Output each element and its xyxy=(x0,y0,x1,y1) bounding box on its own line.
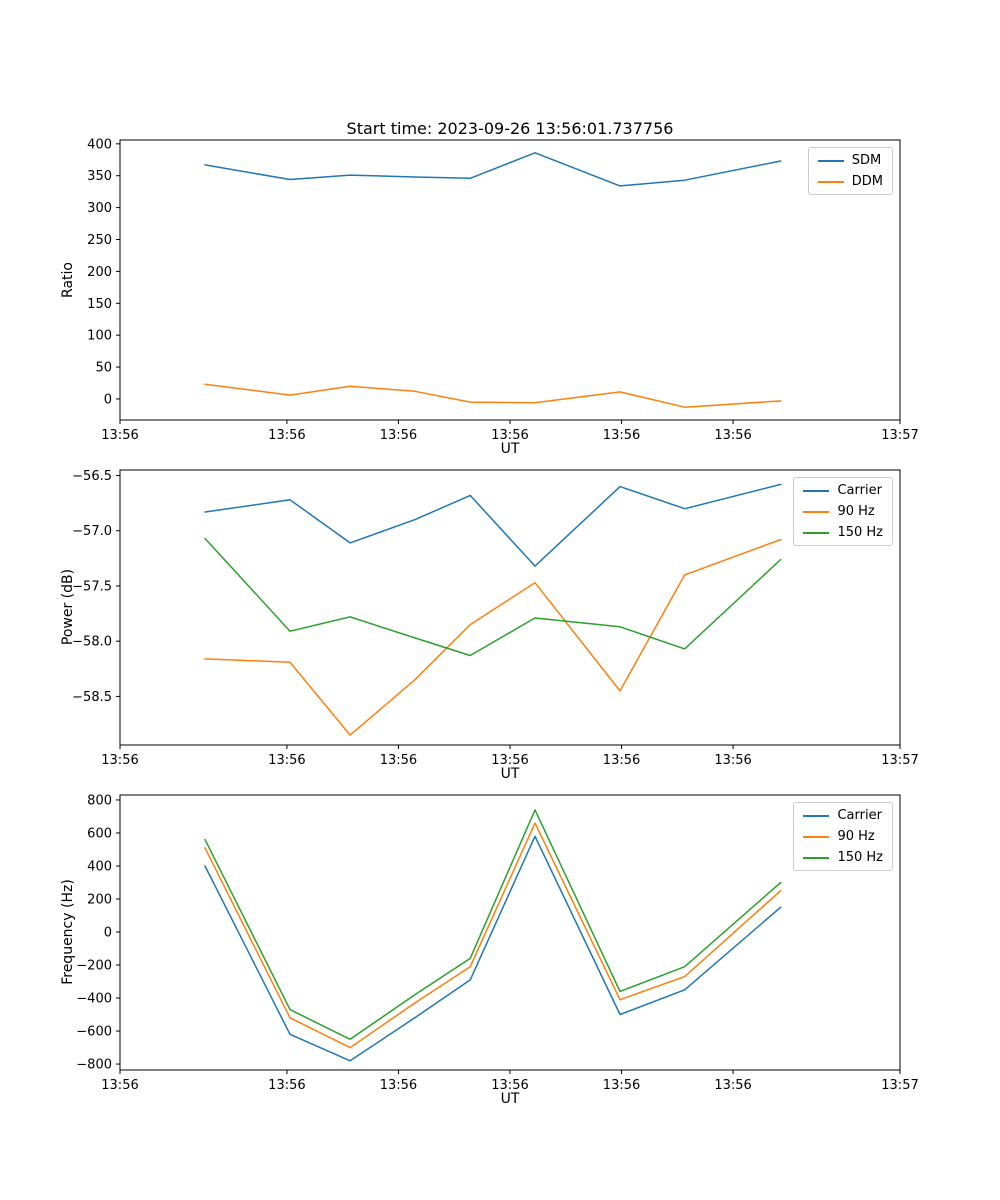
legend-label: DDM xyxy=(851,174,883,189)
x-tick-label: 13:56 xyxy=(268,753,305,768)
figure-title: Start time: 2023-09-26 13:56:01.737756 xyxy=(346,119,674,138)
legend-line-ddm xyxy=(817,180,844,183)
legend-line-sdm xyxy=(817,159,844,162)
x-tick-label: 13:56 xyxy=(491,753,528,768)
legend-line-150hz xyxy=(803,531,830,534)
x-tick-label: 13:56 xyxy=(101,753,138,768)
x-axis-label-ut-1: UT xyxy=(500,441,520,457)
x-tick-label: 13:56 xyxy=(380,428,417,443)
y-axis-label-frequency: Frequency (Hz) xyxy=(60,879,76,985)
legend-label: 150 Hz xyxy=(837,525,883,540)
y-tick-label: −400 xyxy=(76,992,112,1007)
legend-label: 90 Hz xyxy=(837,504,875,519)
y-axis-label-power: Power (dB) xyxy=(60,568,76,646)
plot-frame xyxy=(119,139,901,421)
y-tick-label: 50 xyxy=(95,361,112,376)
y-tick-label: −58.5 xyxy=(72,690,112,705)
y-tick-label: 0 xyxy=(104,926,112,941)
y-tick-label: 0 xyxy=(104,392,112,407)
x-tick-label: 13:56 xyxy=(491,1078,528,1093)
legend-label: 90 Hz xyxy=(837,829,875,844)
x-tick-label: 13:56 xyxy=(101,1078,138,1093)
legend-entry: Carrier xyxy=(803,808,883,823)
x-tick-label: 13:56 xyxy=(268,1078,305,1093)
x-axis-label-ut-3: UT xyxy=(500,1091,520,1107)
y-tick-label: 350 xyxy=(87,169,112,184)
x-tick-label: 13:56 xyxy=(714,428,751,443)
series-line-sdm xyxy=(204,152,782,187)
plot-2: −58.5 −58.0 −57.5 −57.0 −56.5 13:56 13:56 13:56… xyxy=(72,469,919,768)
legend-entry: Carrier xyxy=(803,483,883,498)
x-tick-label: 13:56 xyxy=(603,428,640,443)
legend-plot-3: Carrier 90 Hz 150 Hz xyxy=(793,802,893,871)
x-tick-label: 13:56 xyxy=(101,428,138,443)
series-line-ddm xyxy=(204,383,782,408)
legend-label: 150 Hz xyxy=(837,850,883,865)
series-line-90-hz xyxy=(204,538,782,736)
x-tick-label: 13:56 xyxy=(714,753,751,768)
x-tick-label: 13:56 xyxy=(603,753,640,768)
x-tick-label: 13:57 xyxy=(881,753,918,768)
legend-plot-2: Carrier 90 Hz 150 Hz xyxy=(793,477,893,546)
x-tick-label: 13:56 xyxy=(380,753,417,768)
x-axis-label-ut-2: UT xyxy=(500,766,520,782)
legend-plot-1: SDM DDM xyxy=(807,147,893,195)
legend-line-carrier xyxy=(803,814,830,817)
y-tick-label: −200 xyxy=(76,959,112,974)
legend-label: Carrier xyxy=(837,483,882,498)
legend-line-carrier xyxy=(803,489,830,492)
legend-entry: SDM xyxy=(817,153,883,168)
y-tick-label: 400 xyxy=(87,137,112,152)
x-tick-label: 13:56 xyxy=(714,1078,751,1093)
y-tick-label: 300 xyxy=(87,201,112,216)
legend-entry: DDM xyxy=(817,174,883,189)
series-line-carrier xyxy=(204,483,782,567)
plot-frame xyxy=(119,794,901,1071)
y-tick-label: −57.5 xyxy=(72,579,112,594)
x-tick-label: 13:56 xyxy=(603,1078,640,1093)
y-tick-label: −57.0 xyxy=(72,524,112,539)
y-tick-label: 200 xyxy=(87,265,112,280)
legend-label: Carrier xyxy=(837,808,882,823)
y-tick-label: 250 xyxy=(87,233,112,248)
legend-entry: 150 Hz xyxy=(803,525,883,540)
plot-frame xyxy=(119,469,901,746)
legend-line-90hz xyxy=(803,510,830,513)
y-tick-label: −800 xyxy=(76,1058,112,1073)
y-tick-label: 200 xyxy=(87,892,112,907)
plot-1: 0 50 100 150 200 250 300 350 400 13:56 13:56 13:56 1… xyxy=(87,137,919,443)
legend-line-90hz xyxy=(803,835,830,838)
y-tick-label: 800 xyxy=(87,793,112,808)
x-tick-label: 13:56 xyxy=(268,428,305,443)
y-tick-label: 400 xyxy=(87,859,112,874)
y-tick-label: 600 xyxy=(87,826,112,841)
legend-label: SDM xyxy=(851,153,882,168)
y-tick-label: −600 xyxy=(76,1025,112,1040)
legend-entry: 90 Hz xyxy=(803,504,883,519)
y-axis-label-ratio: Ratio xyxy=(60,262,76,298)
x-tick-label: 13:56 xyxy=(491,428,528,443)
y-tick-label: −56.5 xyxy=(72,469,112,484)
y-tick-label: 100 xyxy=(87,329,112,344)
legend-entry: 90 Hz xyxy=(803,829,883,844)
y-tick-label: −58.0 xyxy=(72,635,112,650)
x-tick-label: 13:56 xyxy=(380,1078,417,1093)
y-tick-label: 150 xyxy=(87,297,112,312)
x-tick-label: 13:57 xyxy=(881,428,918,443)
series-line-carrier xyxy=(204,835,782,1062)
x-tick-label: 13:57 xyxy=(881,1078,918,1093)
legend-entry: 150 Hz xyxy=(803,850,883,865)
series-line-150-hz xyxy=(204,537,782,657)
series-line-90-hz xyxy=(204,822,782,1049)
series-line-150-hz xyxy=(204,809,782,1041)
legend-line-150hz xyxy=(803,856,830,859)
plot-3: −800 −600 −400 −200 0 200 400 600 800 13:56 13:56 1… xyxy=(76,793,918,1093)
